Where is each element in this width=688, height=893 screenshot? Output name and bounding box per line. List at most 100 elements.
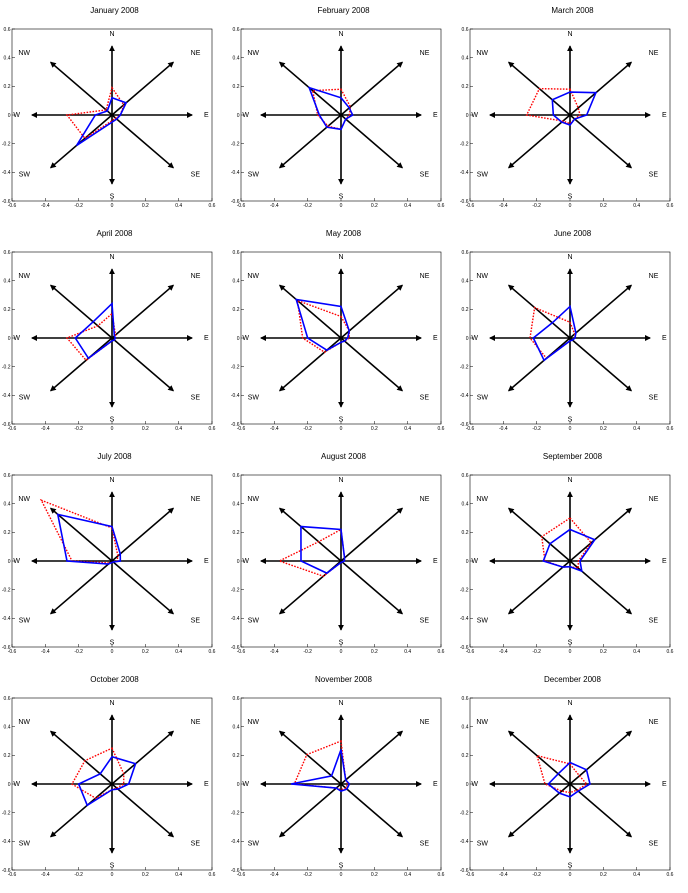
x-tick-label: 0.4 [404, 426, 411, 432]
y-tick-label: 0.2 [233, 753, 240, 759]
series-red-dotted-line [277, 528, 346, 577]
direction-arrow [569, 730, 633, 785]
x-tick-label: -0.6 [8, 426, 17, 432]
y-tick-label: 0.2 [462, 530, 469, 536]
y-tick-label: 0.6 [233, 27, 240, 33]
direction-label: SW [248, 618, 260, 625]
direction-label: S [568, 639, 573, 646]
direction-arrow [507, 783, 571, 838]
direction-label: SW [477, 395, 489, 402]
direction-label: W [471, 335, 478, 342]
direction-label: NW [18, 50, 30, 57]
direction-label: S [339, 416, 344, 423]
y-tick-label: 0.4 [233, 278, 240, 284]
direction-label: W [471, 781, 478, 788]
series-red-dotted-line [529, 306, 576, 360]
direction-arrow [111, 114, 175, 169]
x-tick-label: 0.4 [404, 649, 411, 655]
y-tick-label: -0.2 [460, 810, 469, 816]
y-tick-label: 0.2 [233, 307, 240, 313]
x-tick-label: -0.4 [41, 203, 50, 209]
direction-arrow [569, 507, 633, 562]
y-tick-label: 0 [8, 782, 11, 788]
x-tick-label: -0.4 [499, 426, 508, 432]
y-tick-label: 0 [8, 113, 11, 119]
x-tick-label: -0.2 [74, 872, 83, 878]
series-blue-line [551, 91, 598, 126]
radar-plot: -0.6-0.6 -0.4 -0.4 -0.2 -0.2 0 0 0.2 0.2 0.4 0.4 0.… [231, 27, 445, 209]
direction-label: N [109, 254, 114, 261]
series-blue-line [307, 86, 354, 131]
direction-label: W [242, 781, 249, 788]
direction-label: S [339, 639, 344, 646]
x-tick-label: -0.4 [270, 649, 279, 655]
direction-label: SE [191, 172, 201, 179]
direction-label: SW [477, 172, 489, 179]
series-blue-line [547, 761, 591, 798]
x-tick-label: -0.2 [532, 649, 541, 655]
x-tick-label: -0.2 [74, 426, 83, 432]
direction-label: N [567, 31, 572, 38]
direction-label: NE [191, 719, 201, 726]
direction-label: S [339, 193, 344, 200]
direction-label: N [338, 254, 343, 261]
x-tick-label: 0.4 [633, 426, 640, 432]
x-tick-label: -0.2 [74, 649, 83, 655]
x-tick-label: 0 [569, 203, 572, 209]
direction-label: W [13, 335, 20, 342]
radar-panel: May 2008 -0.6 -0.6 -0.4 -0.4 -0.2 -0.2 0 0 0.2 0.2… [229, 223, 458, 446]
panel-title: November 2008 [315, 675, 372, 684]
y-tick-label: -0.6 [231, 868, 240, 874]
y-tick-label: -0.6 [460, 645, 469, 651]
y-tick-label: 0.4 [4, 724, 11, 730]
y-tick-label: 0.4 [4, 501, 11, 507]
x-tick-label: 0.2 [142, 872, 149, 878]
y-tick-label: 0 [8, 336, 11, 342]
direction-arrow [340, 337, 404, 392]
direction-label: NE [649, 719, 659, 726]
radar-panel: June 2008 -0.6 -0.6 -0.4 -0.4 -0.2 -0.2 0 0 0.2 0.… [458, 223, 687, 446]
y-tick-label: 0.2 [4, 307, 11, 313]
x-tick-label: -0.6 [8, 872, 17, 878]
direction-label: NW [18, 719, 30, 726]
y-tick-label: 0.2 [4, 84, 11, 90]
direction-label: E [204, 335, 209, 342]
radar-plot: -0.6-0.6 -0.4 -0.4 -0.2 -0.2 0 0 0.2 0.2 0.4 0.4 0.… [2, 27, 216, 209]
direction-arrow [49, 560, 113, 615]
direction-label: NW [476, 719, 488, 726]
y-tick-label: 0 [237, 113, 240, 119]
direction-label: E [204, 558, 209, 565]
y-tick-label: -0.2 [460, 364, 469, 370]
direction-label: S [110, 862, 115, 869]
direction-arrow [49, 337, 113, 392]
x-tick-label: 0.2 [600, 203, 607, 209]
series-blue-line [75, 96, 128, 147]
direction-arrow [340, 783, 404, 838]
x-tick-label: 0 [569, 872, 572, 878]
direction-arrow [507, 337, 571, 392]
direction-label: N [109, 31, 114, 38]
y-tick-label: 0.4 [462, 278, 469, 284]
x-tick-label: 0.6 [667, 649, 674, 655]
x-tick-label: 0 [340, 203, 343, 209]
x-tick-label: 0.2 [600, 872, 607, 878]
x-tick-label: 0.2 [142, 426, 149, 432]
panel-title: January 2008 [90, 6, 139, 15]
x-tick-label: 0.4 [175, 426, 182, 432]
direction-arrow [569, 560, 633, 615]
y-tick-label: -0.6 [2, 199, 11, 205]
y-tick-label: 0.2 [462, 307, 469, 313]
direction-label: NW [18, 273, 30, 280]
x-tick-label: 0.2 [371, 649, 378, 655]
direction-label: SW [477, 841, 489, 848]
direction-arrow [507, 730, 571, 785]
x-tick-label: -0.6 [466, 426, 475, 432]
x-tick-label: -0.4 [270, 872, 279, 878]
x-tick-label: 0.2 [142, 649, 149, 655]
x-tick-label: 0.6 [209, 203, 216, 209]
y-tick-label: 0.2 [233, 530, 240, 536]
x-tick-label: -0.2 [303, 649, 312, 655]
series-blue-line [542, 528, 596, 573]
y-tick-label: -0.6 [2, 868, 11, 874]
y-tick-label: -0.6 [2, 422, 11, 428]
